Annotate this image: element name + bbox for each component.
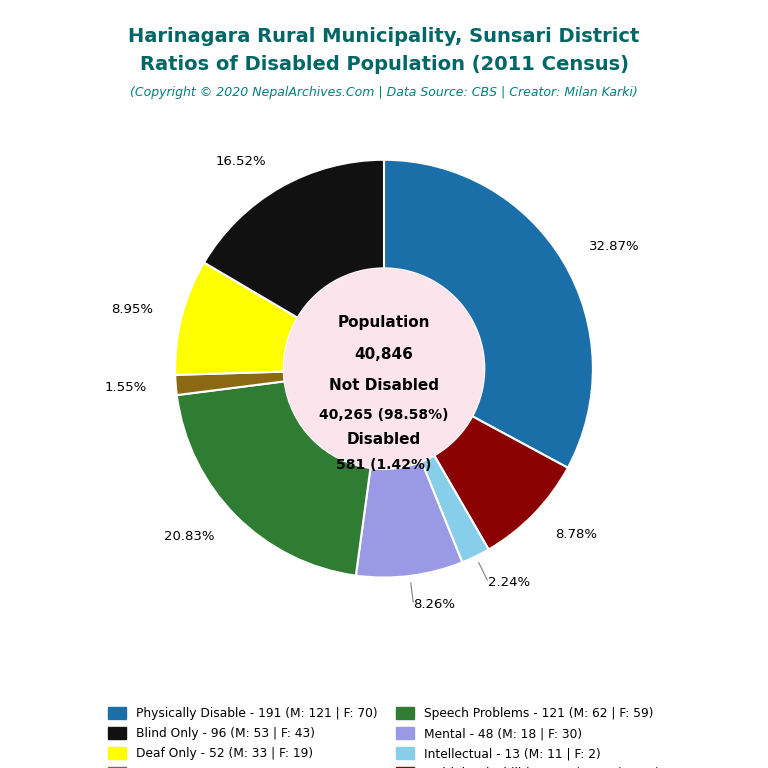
Text: 2.24%: 2.24% [488, 576, 531, 589]
Text: Harinagara Rural Municipality, Sunsari District: Harinagara Rural Municipality, Sunsari D… [128, 27, 640, 46]
Wedge shape [434, 416, 568, 549]
Text: 40,846: 40,846 [355, 346, 413, 362]
Wedge shape [356, 462, 462, 578]
Wedge shape [384, 160, 593, 468]
Text: 32.87%: 32.87% [588, 240, 639, 253]
Text: Disabled: Disabled [347, 432, 421, 447]
Circle shape [283, 268, 485, 469]
Text: 16.52%: 16.52% [215, 155, 266, 168]
Text: (Copyright © 2020 NepalArchives.Com | Data Source: CBS | Creator: Milan Karki): (Copyright © 2020 NepalArchives.Com | Da… [130, 86, 638, 99]
Text: Population: Population [338, 315, 430, 330]
Text: 40,265 (98.58%): 40,265 (98.58%) [319, 408, 449, 422]
Text: 581 (1.42%): 581 (1.42%) [336, 458, 432, 472]
Text: 1.55%: 1.55% [104, 381, 147, 394]
Text: 20.83%: 20.83% [164, 530, 215, 543]
Wedge shape [175, 372, 284, 395]
Legend: Physically Disable - 191 (M: 121 | F: 70), Blind Only - 96 (M: 53 | F: 43), Deaf: Physically Disable - 191 (M: 121 | F: 70… [108, 707, 660, 768]
Wedge shape [177, 382, 370, 576]
Text: 8.78%: 8.78% [554, 528, 597, 541]
Text: Ratios of Disabled Population (2011 Census): Ratios of Disabled Population (2011 Cens… [140, 55, 628, 74]
Wedge shape [175, 263, 298, 375]
Text: Not Disabled: Not Disabled [329, 378, 439, 393]
Text: 8.95%: 8.95% [111, 303, 154, 316]
Text: 8.26%: 8.26% [413, 598, 455, 611]
Wedge shape [204, 160, 384, 318]
Wedge shape [422, 455, 488, 562]
